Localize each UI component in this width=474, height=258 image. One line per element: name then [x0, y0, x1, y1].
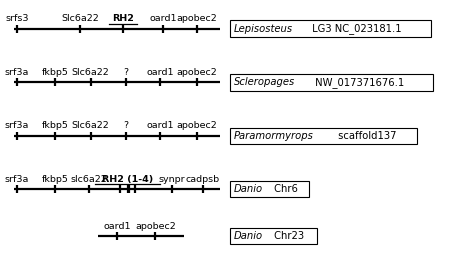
Text: synpr: synpr [159, 175, 185, 184]
Text: srf3a: srf3a [5, 121, 29, 130]
Text: apobec2: apobec2 [176, 121, 217, 130]
Text: scaffold137: scaffold137 [335, 131, 397, 141]
Text: apobec2: apobec2 [176, 14, 217, 23]
Text: Paramormyrops: Paramormyrops [234, 131, 313, 141]
Text: ?: ? [124, 68, 128, 77]
Text: RH2 (1-4): RH2 (1-4) [102, 175, 153, 184]
Text: NW_017371676.1: NW_017371676.1 [311, 77, 404, 88]
Text: Chr6: Chr6 [271, 184, 298, 194]
Text: srfs3: srfs3 [5, 14, 28, 23]
Text: Scleropages: Scleropages [234, 77, 295, 87]
Text: fkbp5: fkbp5 [42, 121, 69, 130]
Text: Danio: Danio [234, 184, 263, 194]
Text: Slc6a22: Slc6a22 [72, 121, 109, 130]
Text: apobec2: apobec2 [176, 68, 217, 77]
Text: srf3a: srf3a [5, 68, 29, 77]
Text: fkbp5: fkbp5 [42, 68, 69, 77]
Text: Lepisosteus: Lepisosteus [234, 24, 293, 34]
Text: apobec2: apobec2 [135, 222, 176, 231]
Text: oard1: oard1 [103, 222, 130, 231]
Text: fkbp5: fkbp5 [42, 175, 69, 184]
Text: RH2: RH2 [112, 14, 134, 23]
Text: oard1: oard1 [149, 14, 177, 23]
Text: Chr23: Chr23 [271, 231, 304, 241]
Text: ?: ? [124, 121, 128, 130]
Text: LG3 NC_023181.1: LG3 NC_023181.1 [309, 23, 401, 34]
Text: Slc6a22: Slc6a22 [72, 68, 109, 77]
Text: srf3a: srf3a [5, 175, 29, 184]
Text: Danio: Danio [234, 231, 263, 241]
Text: slc6a22: slc6a22 [71, 175, 108, 184]
Text: oard1: oard1 [146, 68, 173, 77]
Text: Slc6a22: Slc6a22 [61, 14, 99, 23]
Text: oard1: oard1 [146, 121, 173, 130]
Text: cadpsb: cadpsb [186, 175, 220, 184]
